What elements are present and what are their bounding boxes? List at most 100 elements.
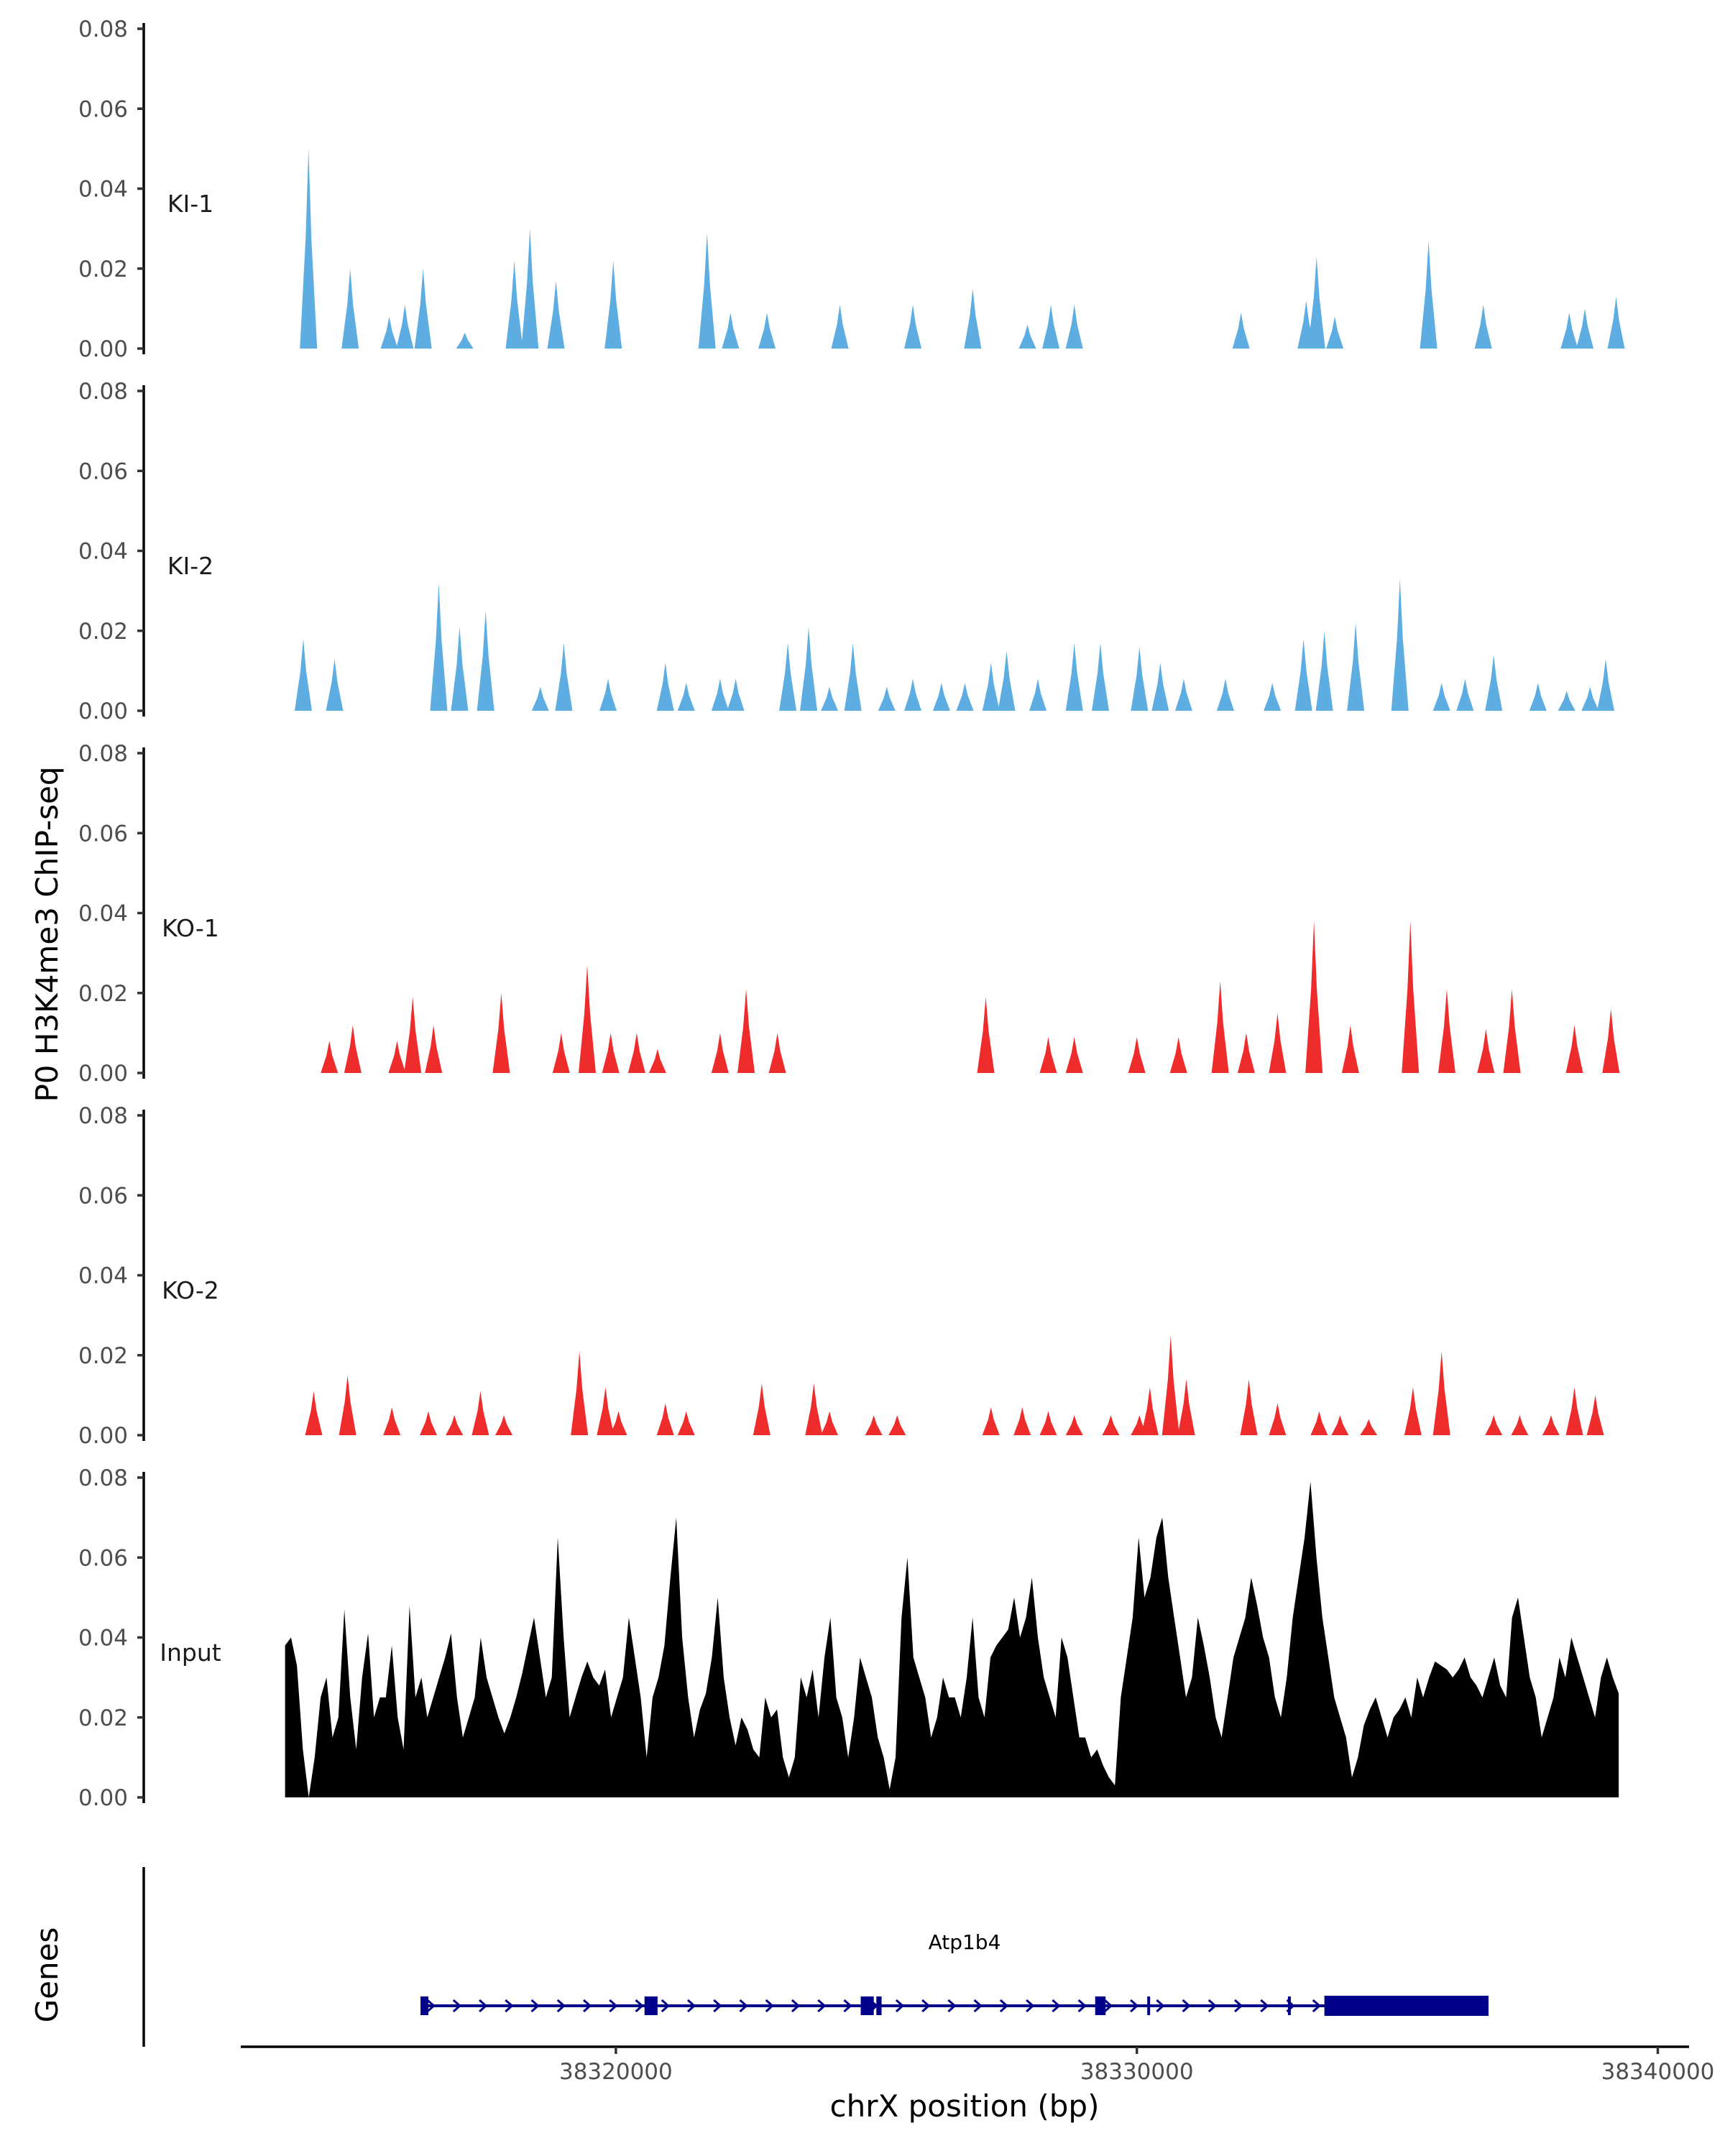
strand-arrow bbox=[791, 1999, 801, 2013]
peak-ko-1-6 bbox=[492, 992, 510, 1073]
peak-ki-1-9 bbox=[547, 280, 565, 349]
strand-arrow bbox=[1208, 1999, 1218, 2013]
y-axis-title: P0 H3K4me3 ChIP-seq bbox=[29, 766, 65, 1102]
track-label-ko-1: KO-1 bbox=[162, 914, 219, 942]
exon-8 bbox=[1324, 1996, 1489, 2016]
peak-ko-2-10 bbox=[610, 1411, 627, 1435]
peak-ko-2-20 bbox=[1039, 1411, 1057, 1435]
peak-ko-2-37 bbox=[1565, 1387, 1583, 1435]
strand-arrow bbox=[973, 1999, 983, 2013]
peak-ki-1-17 bbox=[1018, 324, 1036, 349]
exon-3 bbox=[860, 1996, 874, 2015]
peak-ko-2-6 bbox=[472, 1391, 489, 1435]
peak-ko-1-28 bbox=[1503, 989, 1521, 1073]
peak-ki-1-4 bbox=[396, 304, 414, 349]
peak-ki-2-4 bbox=[451, 627, 469, 711]
peak-ko-1-14 bbox=[768, 1033, 786, 1073]
peak-ki-1-26 bbox=[1560, 312, 1578, 349]
peak-ki-1-15 bbox=[904, 304, 922, 349]
peak-ki-2-5 bbox=[477, 610, 494, 711]
peak-ko-1-1 bbox=[321, 1041, 339, 1073]
peak-ko-2-1 bbox=[305, 1391, 323, 1435]
y-tick-label: 0.06 bbox=[78, 1183, 128, 1209]
peak-ki-2-38 bbox=[1529, 683, 1547, 711]
strand-arrow bbox=[505, 1999, 514, 2013]
peak-ki-2-33 bbox=[1347, 622, 1365, 711]
exon-1 bbox=[420, 1996, 428, 2015]
track-label-input: Input bbox=[160, 1639, 221, 1667]
strand-arrow bbox=[426, 1999, 436, 2013]
peak-ki-2-19 bbox=[932, 683, 950, 711]
peak-ki-2-29 bbox=[1216, 678, 1234, 711]
track-label-ki-2: KI-2 bbox=[167, 552, 213, 580]
peak-ko-2-12 bbox=[677, 1411, 695, 1435]
peak-ki-2-10 bbox=[677, 683, 695, 711]
peak-ko-1-17 bbox=[1065, 1036, 1083, 1073]
peak-ko-1-2 bbox=[344, 1025, 362, 1073]
peak-ko-1-27 bbox=[1477, 1028, 1495, 1073]
peak-ki-2-31 bbox=[1294, 638, 1312, 711]
peak-ko-2-36 bbox=[1542, 1415, 1560, 1435]
strand-arrow bbox=[635, 1999, 644, 2013]
peak-ko-1-22 bbox=[1269, 1013, 1287, 1073]
peak-ko-2-15 bbox=[821, 1411, 839, 1435]
peak-ki-2-6 bbox=[531, 686, 549, 711]
track-panel-input: 0.00 0.02 0.04 0.06 0.08 Input bbox=[78, 1465, 1619, 1811]
genes-track-title: Genes bbox=[29, 1927, 65, 2023]
peak-ko-2-3 bbox=[383, 1407, 401, 1435]
x-tick-label: 38320000 bbox=[559, 2059, 673, 2085]
track-label-ko-2: KO-2 bbox=[162, 1276, 219, 1304]
y-tick-label: 0.08 bbox=[78, 379, 128, 405]
peak-ko-1-26 bbox=[1438, 989, 1455, 1073]
track-panel-ko-1: 0.00 0.02 0.04 0.06 0.08 KO-1 bbox=[78, 741, 1620, 1087]
strand-arrow bbox=[1077, 1999, 1087, 2013]
strand-arrow bbox=[1103, 1999, 1113, 2013]
peak-ko-2-32 bbox=[1404, 1387, 1422, 1435]
peak-ko-1-7 bbox=[552, 1033, 570, 1073]
peak-ki-1-11 bbox=[698, 232, 716, 349]
strand-arrow bbox=[947, 1999, 957, 2013]
peak-ki-2-20 bbox=[956, 683, 974, 711]
peak-ki-2-26 bbox=[1131, 647, 1149, 711]
strand-arrow bbox=[895, 1999, 905, 2013]
peak-ko-2-7 bbox=[495, 1415, 513, 1435]
y-tick-label: 0.02 bbox=[78, 1705, 128, 1731]
peak-ko-2-16 bbox=[865, 1415, 883, 1435]
peak-ki-1-23 bbox=[1326, 316, 1344, 349]
peak-ko-1-20 bbox=[1211, 981, 1229, 1073]
peak-ki-2-37 bbox=[1485, 655, 1503, 711]
peak-ko-1-11 bbox=[648, 1049, 666, 1073]
peak-ki-2-32 bbox=[1315, 630, 1333, 711]
peak-ko-2-19 bbox=[1013, 1407, 1031, 1435]
peak-ko-1-29 bbox=[1565, 1025, 1583, 1073]
peak-ki-2-3 bbox=[430, 583, 448, 711]
strand-arrow bbox=[556, 1999, 566, 2013]
peak-ki-2-25 bbox=[1091, 642, 1109, 711]
peak-ko-1-19 bbox=[1169, 1036, 1187, 1073]
peak-ki-1-25 bbox=[1474, 304, 1492, 349]
peak-ki-2-35 bbox=[1432, 683, 1450, 711]
y-tick-label: 0.04 bbox=[78, 539, 128, 565]
strand-arrow bbox=[1130, 1999, 1139, 2013]
peak-ki-2-28 bbox=[1174, 678, 1192, 711]
peak-ko-2-8 bbox=[571, 1351, 589, 1435]
coverage-area-input bbox=[285, 1481, 1619, 1797]
peak-ki-2-15 bbox=[821, 686, 839, 711]
y-tick-label: 0.08 bbox=[78, 17, 128, 42]
peak-ko-1-13 bbox=[737, 989, 755, 1073]
peak-ki-2-24 bbox=[1065, 642, 1083, 711]
y-tick-label: 0.00 bbox=[78, 699, 128, 724]
peak-ki-2-8 bbox=[599, 678, 617, 711]
peak-ko-2-26 bbox=[1177, 1379, 1195, 1435]
peak-ki-1-5 bbox=[414, 268, 432, 349]
strand-arrow bbox=[530, 1999, 540, 2013]
exon-5 bbox=[1095, 1996, 1106, 2015]
strand-arrow bbox=[479, 1999, 488, 2013]
exon-4 bbox=[876, 1996, 882, 2015]
peak-ki-2-12 bbox=[727, 678, 745, 711]
y-tick-label: 0.00 bbox=[78, 336, 128, 362]
peak-ko-1-10 bbox=[627, 1033, 645, 1073]
peak-ko-2-13 bbox=[753, 1383, 770, 1435]
peak-ki-1-14 bbox=[831, 304, 849, 349]
peak-ki-2-7 bbox=[555, 642, 573, 711]
